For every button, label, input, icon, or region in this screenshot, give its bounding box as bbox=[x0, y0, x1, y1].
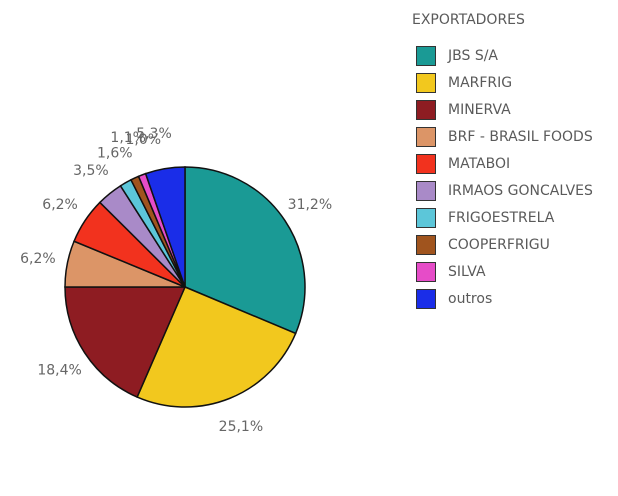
slice-label-3: 18,4% bbox=[37, 362, 81, 378]
legend-item: COOPERFRIGU bbox=[408, 231, 593, 258]
slice-label-6: 3,5% bbox=[73, 163, 109, 179]
legend-item: BRF - BRASIL FOODS bbox=[408, 123, 593, 150]
slice-label-4: 6,2% bbox=[20, 251, 56, 267]
legend-item: SILVA bbox=[408, 258, 593, 285]
slice-label-1: 31,2% bbox=[288, 197, 332, 213]
legend-swatch bbox=[416, 288, 436, 309]
legend-label: FRIGOESTRELA bbox=[448, 209, 555, 226]
legend-item: MATABOI bbox=[408, 150, 593, 177]
legend-swatch bbox=[416, 126, 436, 147]
legend-label: MARFRIG bbox=[448, 74, 513, 91]
legend-swatch bbox=[416, 45, 436, 66]
legend-label: MINERVA bbox=[448, 101, 511, 118]
legend-item: outros bbox=[408, 285, 593, 312]
pie-slice-3 bbox=[64, 286, 187, 399]
legend-label: SILVA bbox=[448, 263, 486, 280]
legend-item: MINERVA bbox=[408, 96, 593, 123]
legend-label: COOPERFRIGU bbox=[448, 236, 550, 253]
legend-swatch bbox=[416, 261, 436, 282]
legend-swatch bbox=[416, 153, 436, 174]
legend-label: MATABOI bbox=[448, 155, 511, 172]
legend-label: BRF - BRASIL FOODS bbox=[448, 128, 593, 145]
legend-title: EXPORTADORES bbox=[412, 12, 525, 28]
pie-slice-10 bbox=[144, 166, 186, 288]
legend-swatch bbox=[416, 180, 436, 201]
legend-swatch bbox=[416, 72, 436, 93]
slice-label-9: 1,0% bbox=[126, 132, 162, 148]
slice-label-5: 6,2% bbox=[42, 197, 78, 213]
slice-label-2: 25,1% bbox=[219, 419, 263, 435]
legend-label: outros bbox=[448, 290, 493, 307]
legend-swatch bbox=[416, 234, 436, 255]
legend-item: JBS S/A bbox=[408, 42, 593, 69]
slice-label-8: 1,1% bbox=[110, 130, 146, 146]
pie-slice-1 bbox=[184, 166, 306, 335]
slice-label-7: 1,6% bbox=[97, 146, 133, 162]
legend-swatch bbox=[416, 99, 436, 120]
legend-item: FRIGOESTRELA bbox=[408, 204, 593, 231]
legend-swatch bbox=[416, 207, 436, 228]
slice-label-10: 5,3% bbox=[136, 126, 172, 142]
legend-label: IRMAOS GONCALVES bbox=[448, 182, 593, 199]
pie-slice-2 bbox=[136, 286, 297, 408]
legend: EXPORTADORES JBS S/A MARFRIG MINERVA BRF - … bbox=[408, 12, 593, 312]
legend-item: IRMAOS GONCALVES bbox=[408, 177, 593, 204]
legend-item: MARFRIG bbox=[408, 69, 593, 96]
legend-label: JBS S/A bbox=[448, 47, 499, 64]
